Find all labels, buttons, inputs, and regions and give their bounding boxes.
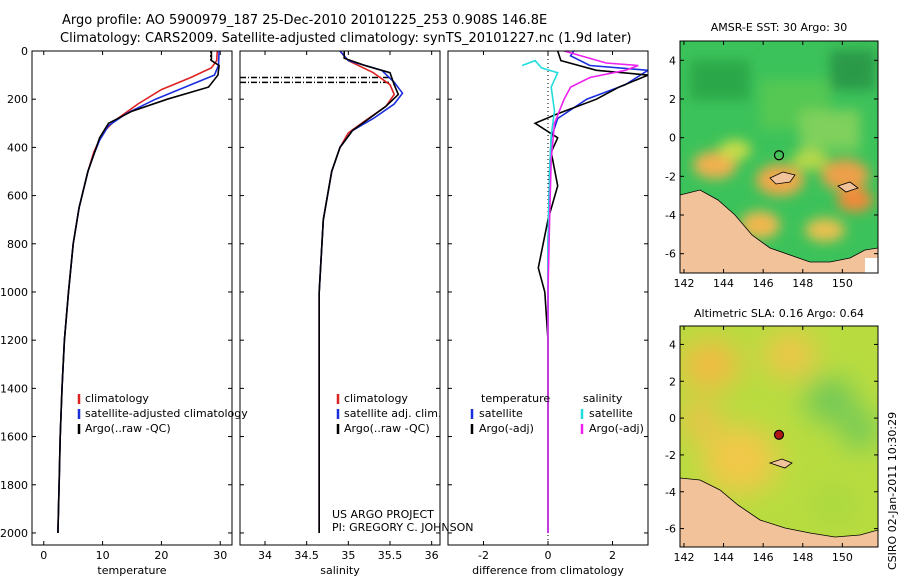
- x-tick-label: 146: [753, 551, 774, 564]
- legend-panel-3: temperature satellite Argo(-adj) salinity sa…: [470, 392, 644, 435]
- y-tick-label: 0: [669, 132, 676, 145]
- x-tick-label: 20: [154, 549, 168, 562]
- map-title: Altimetric SLA: 0.16 Argo: 0.64: [694, 307, 864, 320]
- x-tick-label: 150: [832, 551, 853, 564]
- profile-panel-1: 0 10 20 30 0 200 400 600 800 1000 1200 1400 1600 1800…: [0, 45, 233, 577]
- y-tick-label: 800: [7, 238, 28, 251]
- map-panel-1: AMSR-E SST: 30 Argo: 30 142 144 146 148 150 4 2…: [665, 21, 879, 290]
- x-tick-label: 34.5: [294, 549, 319, 562]
- legend-panel-2: climatology satellite adj. clim. Argo(..ra…: [336, 392, 441, 435]
- plot-frame: [239, 50, 441, 546]
- series-group: [521, 51, 648, 545]
- x-tick-label: 34: [258, 549, 272, 562]
- legend-label: climatology: [85, 392, 149, 405]
- x-tick-label: 10: [96, 549, 110, 562]
- argo-location-marker: [773, 150, 785, 161]
- profile-panel-3: -2 0 2 difference from climatology: [447, 50, 649, 577]
- y-tick-label: 1400: [0, 382, 28, 395]
- series-line: [547, 51, 648, 533]
- x-tick-label: 144: [713, 551, 734, 564]
- x-tick-label: 150: [832, 277, 853, 290]
- series-group: [240, 51, 404, 533]
- credit-pi: PI: GREGORY C. JOHNSON: [332, 521, 473, 534]
- series-line: [57, 51, 220, 534]
- x-tick-label: 0: [545, 549, 552, 562]
- figure-title-line-1: Argo profile: AO 5900979_187 25-Dec-2010…: [62, 13, 547, 28]
- y-tick-label: 0: [21, 45, 28, 58]
- x-tick-label: 142: [673, 551, 694, 564]
- argo-location-marker: [773, 429, 785, 440]
- map-title: AMSR-E SST: 30 Argo: 30: [711, 21, 848, 34]
- x-tick-label: 35: [341, 549, 355, 562]
- y-tick-label: 2000: [0, 527, 28, 540]
- map-panel-2: Altimetric SLA: 0.16 Argo: 0.64 142 144 146…: [665, 307, 879, 564]
- x-axis-label: salinity: [320, 564, 360, 577]
- series-line: [57, 51, 219, 534]
- x-tick-label: 36: [425, 549, 439, 562]
- y-tick-label: -4: [665, 209, 676, 222]
- legend-label: satellite: [479, 407, 523, 420]
- y-tick-label: 1800: [0, 479, 28, 492]
- x-tick-label: 148: [792, 277, 813, 290]
- y-tick-label: 0: [669, 412, 676, 425]
- series-line: [547, 51, 639, 533]
- y-tick-label: 4: [669, 338, 676, 351]
- x-tick-label: 0: [40, 549, 47, 562]
- x-tick-label: 144: [713, 277, 734, 290]
- y-tick-label: -6: [665, 523, 676, 536]
- y-tick-label: 1000: [0, 286, 28, 299]
- y-tick-label: -4: [665, 486, 676, 499]
- x-tick-label: 2: [609, 549, 616, 562]
- x-tick-label: 146: [753, 277, 774, 290]
- legend-label: Argo(-adj): [589, 422, 644, 435]
- y-tick-label: -6: [665, 248, 676, 261]
- sla-map-field: [680, 326, 878, 547]
- timestamp-stamp: CSIRO 02-Jan-2011 10:30:29: [886, 412, 899, 570]
- x-axis-label: difference from climatology: [472, 564, 624, 577]
- series-line: [521, 59, 559, 533]
- x-tick-label: 35.5: [378, 549, 403, 562]
- credit-project: US ARGO PROJECT: [332, 508, 434, 521]
- y-tick-label: -2: [665, 170, 676, 183]
- series-line: [533, 51, 648, 533]
- x-tick-label: -2: [478, 549, 489, 562]
- x-tick-label: 148: [792, 551, 813, 564]
- legend-heading: salinity: [583, 392, 623, 405]
- y-tick-label: 2: [669, 375, 676, 388]
- x-tick-label: 30: [213, 549, 227, 562]
- legend-heading: temperature: [481, 392, 550, 405]
- map-frame: [679, 325, 879, 548]
- series-line: [57, 51, 220, 534]
- legend-label: climatology: [344, 392, 408, 405]
- legend-label: satellite: [589, 407, 633, 420]
- y-tick-label: 1200: [0, 334, 28, 347]
- y-tick-label: 2: [669, 93, 676, 106]
- sst-map-field: [680, 41, 878, 273]
- plot-frame: [447, 50, 649, 546]
- y-tick-label: 1600: [0, 431, 28, 444]
- figure-title-line-2: Climatology: CARS2009. Satellite-adjuste…: [60, 31, 632, 46]
- x-axis-label: temperature: [97, 564, 166, 577]
- y-tick-label: 400: [7, 141, 28, 154]
- y-tick-label: 200: [7, 93, 28, 106]
- plot-frame: [31, 50, 233, 546]
- legend-label: satellite adj. clim.: [344, 407, 441, 420]
- series-line: [318, 51, 396, 533]
- x-tick-label: 142: [673, 277, 694, 290]
- legend-label: Argo(-adj): [479, 422, 534, 435]
- map-frame: [679, 40, 879, 274]
- legend-panel-1: climatology satellite-adjusted climatolog…: [77, 392, 248, 435]
- legend-label: Argo(..raw -QC): [344, 422, 430, 435]
- series-group: [57, 51, 220, 534]
- y-tick-label: 600: [7, 190, 28, 203]
- legend-label: satellite-adjusted climatology: [85, 407, 248, 420]
- legend-label: Argo(..raw -QC): [85, 422, 171, 435]
- profile-panel-2: 34 34.5 35 35.5 36 salinity: [239, 50, 441, 577]
- series-line: [318, 51, 400, 533]
- y-tick-label: 4: [669, 54, 676, 67]
- y-tick-label: -2: [665, 449, 676, 462]
